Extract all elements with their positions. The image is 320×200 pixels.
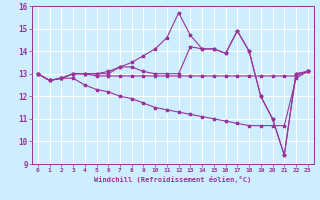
X-axis label: Windchill (Refroidissement éolien,°C): Windchill (Refroidissement éolien,°C): [94, 176, 252, 183]
